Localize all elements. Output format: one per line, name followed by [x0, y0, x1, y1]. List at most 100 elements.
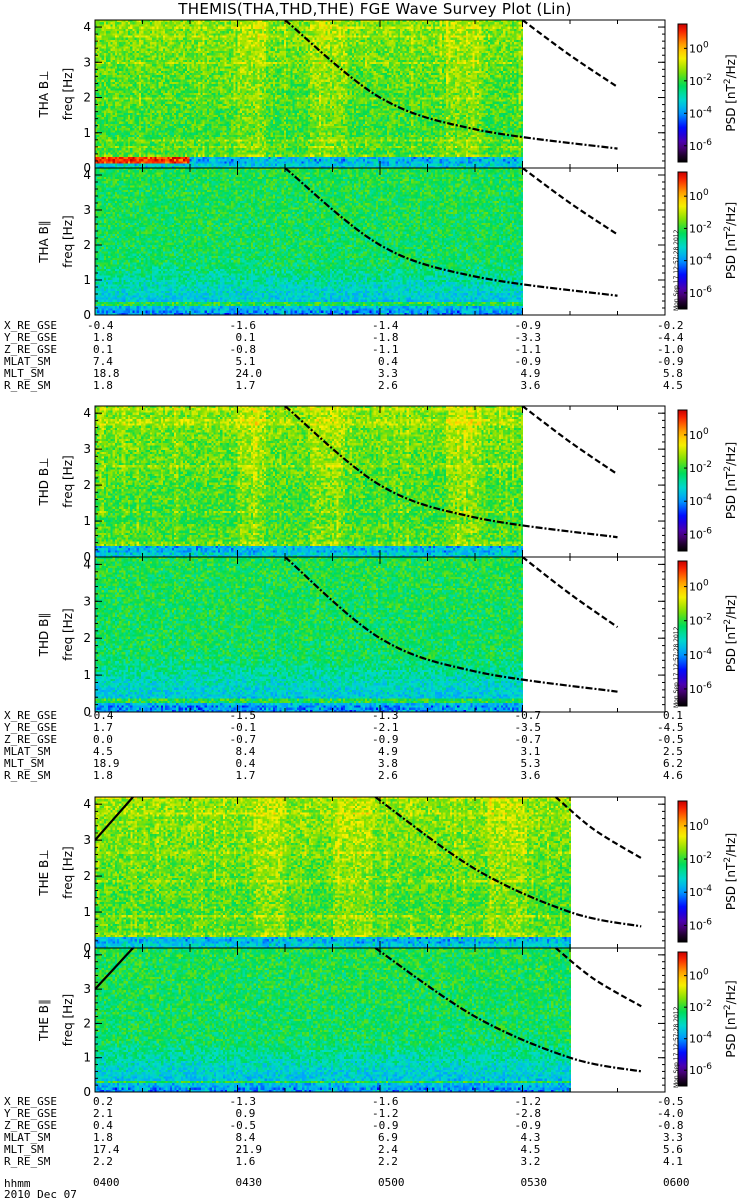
ephemeris-value: 3.8: [378, 757, 398, 770]
panel-label: THA B∥: [37, 220, 51, 264]
ephemeris-value: 5.3: [520, 757, 541, 770]
y-tick-label: 0: [83, 550, 91, 564]
ephemeris-value: 24.0: [235, 367, 263, 380]
ephemeris-value: 4.5: [663, 379, 683, 392]
overlay-curve-dashed: [521, 168, 619, 236]
ephemeris-label: R_RE_SM: [4, 1155, 51, 1168]
overlay-curve-dash-dot: [284, 406, 618, 539]
ephemeris-value: -0.8: [657, 1119, 684, 1132]
y-tick-label: 3: [83, 594, 91, 608]
overlay-curve-dash-dot: [284, 168, 618, 297]
ephemeris-value: 8.4: [235, 1131, 256, 1144]
ephemeris-value: 4.5: [520, 1143, 541, 1156]
colorbar-tick-label: 10-2: [689, 460, 712, 475]
ephemeris-value: -0.4: [87, 709, 114, 722]
y-tick-label: 2: [83, 478, 91, 492]
ephemeris-value: -1.8: [372, 331, 399, 344]
ephemeris-label: Z_RE_GSE: [4, 343, 57, 356]
y-tick-label: 2: [83, 631, 91, 645]
ephemeris-value: -0.9: [514, 355, 542, 368]
y-tick-label: 3: [83, 442, 91, 456]
ephemeris-value: -0.9: [372, 733, 399, 746]
ephemeris-value: 18.8: [93, 367, 120, 380]
ephemeris-value: -4.5: [657, 721, 684, 734]
ephemeris-label: X_RE_GSE: [4, 1095, 57, 1108]
ephemeris-value: 5.8: [663, 367, 683, 380]
ephemeris-label: R_RE_SM: [4, 769, 51, 782]
y-tick-label: 2: [83, 238, 91, 252]
panel-label: THD B⊥: [37, 457, 51, 506]
ephemeris-value: 2.2: [93, 1155, 113, 1168]
y-tick-label: 0: [83, 705, 91, 719]
ephemeris-value: -1.1: [372, 343, 399, 356]
ephemeris-value: 4.5: [93, 745, 113, 758]
y-tick-label: 4: [83, 168, 91, 182]
ephemeris-label: Y_RE_GSE: [4, 1107, 57, 1120]
colorbar-tick-label: 10-6: [689, 526, 712, 541]
ephemeris-value: 2.1: [93, 1107, 113, 1120]
panel-label: THE B⊥: [37, 849, 51, 896]
spectrogram-image-3: [95, 557, 523, 712]
colorbar-label: PSD [nT2/Hz]: [723, 980, 738, 1057]
ephemeris-value: 8.4: [235, 745, 256, 758]
ephemeris-value: -2.1: [372, 721, 399, 734]
ephemeris-value: 0.4: [93, 1119, 113, 1132]
ephemeris-value: 5.1: [235, 355, 256, 368]
colorbar-tick-label: 10-2: [689, 220, 712, 235]
colorbar-tick-label: 10-6: [689, 681, 712, 696]
ephemeris-value: -2.8: [514, 1107, 542, 1120]
date-label: 2010 Dec 07: [4, 1188, 77, 1201]
ephemeris-value: -1.3: [372, 709, 399, 722]
time-axis-labels: hhmm 2010 Dec 07: [4, 1178, 77, 1200]
overlay-curve-solid: [95, 797, 134, 841]
y-tick-label: 4: [83, 20, 91, 34]
ephemeris-value: 3.3: [663, 1131, 683, 1144]
colorbar-label: PSD [nT2/Hz]: [723, 442, 738, 519]
colorbar: [677, 23, 688, 163]
ephemeris-value: 1.8: [93, 331, 113, 344]
y-tick-label: 4: [83, 406, 91, 420]
y-tick-label: 4: [83, 797, 91, 811]
ephemeris-value: -3.3: [514, 331, 542, 344]
spectrogram-image-5: [95, 948, 571, 1092]
spectrogram-image-4: [95, 797, 571, 948]
ephemeris-value: 1.7: [235, 769, 256, 782]
ephemeris-value: -0.9: [372, 1119, 399, 1132]
ephemeris-value: -1.6: [229, 319, 257, 332]
spectrogram-image-2: [95, 406, 523, 557]
ephemeris-value: -0.5: [657, 1095, 684, 1108]
ephemeris-value: -4.4: [657, 331, 684, 344]
colorbar-tick-label: 10-6: [689, 285, 712, 300]
ephemeris-value: 2.6: [378, 769, 398, 782]
ephemeris-value: -0.4: [87, 319, 114, 332]
colorbar: [677, 409, 688, 552]
ephemeris-value: -0.7: [514, 709, 542, 722]
colorbar-tick-label: 100: [689, 818, 709, 833]
spectrogram-image-0: [95, 20, 523, 168]
ephemeris-value: -1.2: [372, 1107, 399, 1120]
y-tick-label: 1: [83, 273, 91, 287]
colorbar-tick-label: 10-2: [689, 73, 712, 88]
ephemeris-label: Y_RE_GSE: [4, 721, 57, 734]
y-tick-label: 1: [83, 668, 91, 682]
ephemeris-value: -0.5: [657, 733, 684, 746]
ephemeris-value: 3.2: [520, 1155, 541, 1168]
colorbar-tick-label: 10-2: [689, 999, 712, 1014]
timestamp-stamp: Mon Sep 17 12:57:28 2012: [673, 229, 680, 311]
overlay-curve-dashed: [521, 557, 619, 629]
plot-title: THEMIS(THA,THD,THE) FGE Wave Survey Plot…: [178, 0, 572, 18]
ephemeris-value: 2.5: [663, 745, 683, 758]
colorbar-tick-label: 10-4: [689, 1031, 712, 1046]
colorbar-label: PSD [nT2/Hz]: [723, 54, 738, 131]
y-tick-label: 0: [83, 161, 91, 175]
ephemeris-value: -1.4: [372, 319, 399, 332]
ephemeris-value: -0.9: [657, 355, 684, 368]
overlay-curve-dashed: [555, 948, 642, 1008]
colorbar-tick-label: 100: [689, 427, 709, 442]
colorbar-tick-label: 100: [689, 968, 709, 983]
ephemeris-value: 0.1: [235, 331, 256, 344]
colorbar: [677, 951, 688, 1087]
colorbar-tick-label: 10-4: [689, 253, 712, 268]
colorbar-tick-label: 100: [689, 188, 709, 203]
x-tick-label: 0400: [93, 1176, 120, 1189]
